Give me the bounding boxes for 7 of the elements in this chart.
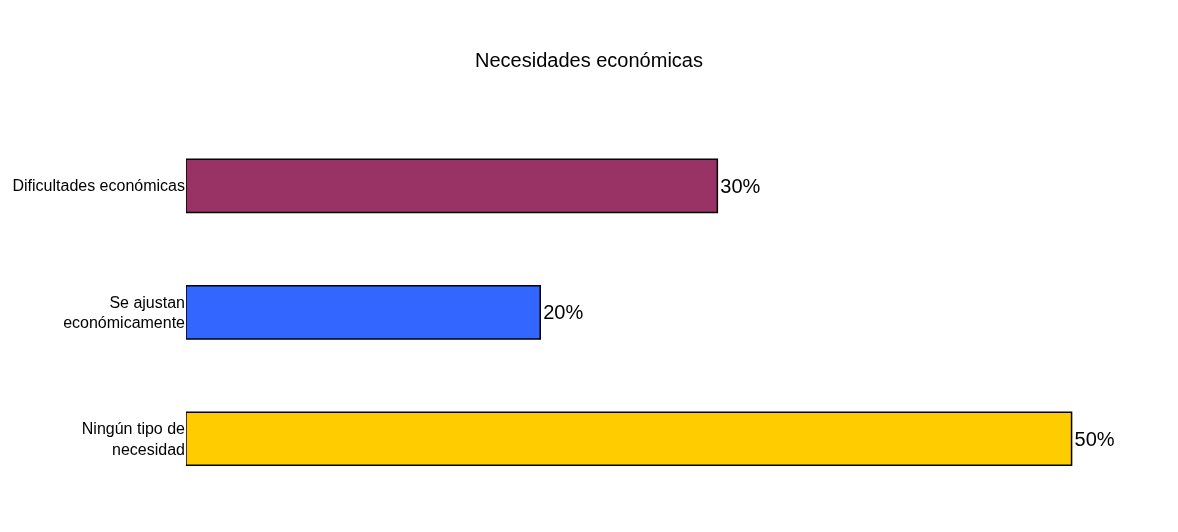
- data-label: 50%: [1074, 427, 1115, 450]
- chart-title: Necesidades económicas: [475, 49, 703, 72]
- data-label: 20%: [543, 301, 584, 324]
- y-tick-label: Se ajustan económicamente: [63, 293, 186, 332]
- data-label: 30%: [720, 174, 761, 197]
- y-tick-label: Ningún tipo de necesidad: [81, 419, 186, 458]
- y-tick-label: Dificultades económicas: [12, 177, 185, 195]
